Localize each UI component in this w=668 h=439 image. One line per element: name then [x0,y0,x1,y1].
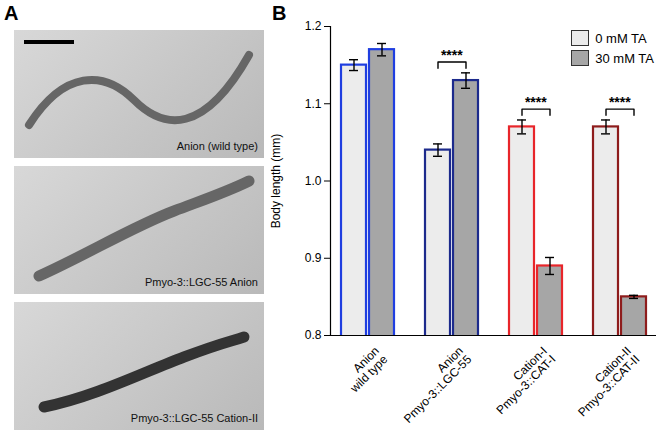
html-text:Pmyo-3::LGC-55 Cation-II: Pmyo-3::LGC-55 Cation-II [130,412,258,424]
html-text:30 mM TA: 30 mM TA [595,50,654,66]
svg-text:****: **** [609,94,631,110]
svg-text:****: **** [525,94,547,110]
svg-text:0.9: 0.9 [305,251,322,265]
svg-text:Body length (mm): Body length (mm) [269,134,283,229]
svg-text:Cation-IPmyo-3::CAT-I: Cation-IPmyo-3::CAT-I [485,344,558,417]
svg-text:0.8: 0.8 [305,328,322,342]
html-text:A: A [4,2,19,24]
svg-text:1.2: 1.2 [305,19,322,33]
svg-text:Anionwild type: Anionwild type [338,344,390,396]
html-text:0 mM TA: 0 mM TA [595,30,647,46]
html-text:Anion (wild type): Anion (wild type) [176,140,258,152]
svg-text:****: **** [441,47,463,63]
html-text:B: B [272,2,287,24]
svg-text:Cation-IIPmyo-3::CAT-II: Cation-IIPmyo-3::CAT-II [567,344,643,420]
html-text:Pmyo-3::LGC-55 Anion: Pmyo-3::LGC-55 Anion [144,276,258,288]
svg-text:1.0: 1.0 [305,174,322,188]
svg-text:1.1: 1.1 [305,97,322,111]
svg-text:AnionPmyo-3::LGC-55: AnionPmyo-3::LGC-55 [392,344,474,426]
